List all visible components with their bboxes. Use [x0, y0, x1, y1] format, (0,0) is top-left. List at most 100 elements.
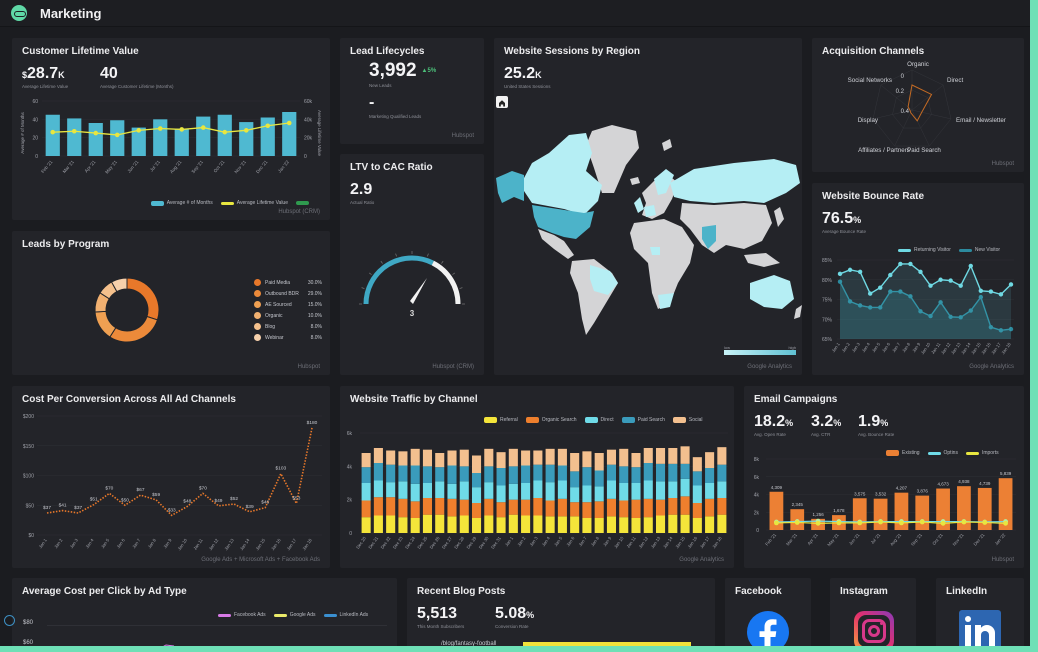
cost-per-conversion-chart[interactable]: $0 $50 $100 $150 $200 $37 Jan 1 $41 Jan 2 $37 Jan …	[12, 408, 330, 556]
svg-text:80%: 80%	[822, 278, 833, 284]
svg-text:$49: $49	[214, 498, 222, 504]
kpi-label: Average Bounce Rate	[822, 229, 866, 234]
svg-text:Jan 10: Jan 10	[613, 535, 625, 549]
svg-text:85%: 85%	[822, 258, 833, 264]
legend-item[interactable]: Direct	[584, 417, 614, 423]
svg-text:$150: $150	[23, 444, 34, 450]
email-chart[interactable]: 0 2k 4k 6k 8k 4,309 Feb '21 2,345 Mar '21 1,256 Ap…	[744, 456, 1024, 556]
ltv-cac-gauge	[359, 251, 465, 305]
acquisition-radar-chart[interactable]: Organic Direct Email / Newsletter Paid Sear…	[812, 56, 1024, 162]
blog-subscribers-kpi: 5,513 This Month Subscribers	[417, 605, 464, 629]
svg-text:Jan 6: Jan 6	[565, 535, 575, 547]
svg-text:$51: $51	[90, 497, 98, 503]
svg-text:Jan 6: Jan 6	[881, 341, 891, 353]
legend-item[interactable]: Google Ads	[273, 612, 316, 618]
svg-text:$59: $59	[152, 492, 160, 498]
avg-cpc-legend: Facebook Ads Google Ads LinkedIn Ads	[218, 612, 368, 618]
svg-text:Dec 31: Dec 31	[490, 535, 502, 550]
svg-text:Jan 1: Jan 1	[38, 537, 48, 549]
clv-chart[interactable]: 0 0 20 20k 40 40k 60 60k Average # of Months Aver…	[12, 93, 330, 193]
legend-item[interactable]: Referral	[484, 417, 518, 423]
svg-text:0: 0	[756, 528, 759, 534]
svg-text:$0: $0	[28, 533, 34, 539]
legend-item[interactable]: Outbound BDR 29.0%	[254, 288, 322, 299]
world-map[interactable]	[494, 123, 802, 343]
svg-text:Apr '21: Apr '21	[84, 159, 97, 173]
marketing-logo-icon[interactable]	[11, 5, 27, 21]
svg-text:5,839: 5,839	[1000, 471, 1012, 476]
legend-item[interactable]	[296, 201, 312, 205]
svg-text:Jan 10: Jan 10	[177, 537, 189, 551]
svg-text:Jul '21: Jul '21	[870, 532, 882, 545]
legend-item[interactable]: Blog 8.0%	[254, 321, 322, 332]
kpi-value: 28.7	[27, 65, 59, 82]
svg-text:60: 60	[32, 99, 38, 105]
leads-legend: Paid Media 30.0% Outbound BDR 29.0% AE Sourc…	[254, 277, 322, 343]
svg-text:0: 0	[35, 154, 38, 160]
instagram-icon[interactable]	[854, 611, 894, 651]
svg-text:Dec '21: Dec '21	[255, 159, 269, 174]
svg-text:4,309: 4,309	[771, 485, 783, 490]
svg-text:Oct '21: Oct '21	[213, 159, 226, 173]
legend-item[interactable]: Social	[672, 417, 702, 423]
legend-item[interactable]: Optins	[927, 450, 958, 456]
email-legend: Existing Optins Imports	[886, 450, 999, 456]
instagram-card: Instagram	[830, 578, 916, 652]
info-icon[interactable]	[4, 615, 15, 626]
legend-item[interactable]: Average # of Months	[150, 200, 213, 206]
svg-text:40k: 40k	[304, 117, 313, 123]
leads-donut-chart[interactable]	[92, 275, 162, 345]
legend-item[interactable]: New Visitor	[958, 247, 1000, 253]
svg-text:2,345: 2,345	[792, 502, 804, 507]
legend-item[interactable]: Returning Visitor	[898, 247, 951, 253]
kpi-label: Actual Ratio	[350, 200, 375, 205]
card-title: Recent Blog Posts	[417, 586, 506, 597]
card-title: Leads by Program	[22, 239, 110, 250]
legend-item[interactable]: Webinar 8.0%	[254, 332, 322, 343]
svg-text:Jan 18: Jan 18	[711, 535, 723, 549]
svg-text:Jan 11: Jan 11	[930, 341, 942, 355]
currency-symbol: $	[22, 70, 28, 80]
svg-text:Jan 15: Jan 15	[255, 537, 267, 551]
svg-text:$53: $53	[292, 495, 300, 501]
legend-item[interactable]: Imports	[965, 450, 999, 456]
legend-item[interactable]: Organic 10.0%	[254, 310, 322, 321]
legend-item[interactable]: Average Lifetime Value	[220, 200, 288, 206]
linkedin-icon[interactable]	[959, 610, 1001, 652]
legend-item[interactable]: Facebook Ads	[218, 612, 266, 618]
svg-text:0.4: 0.4	[901, 109, 910, 115]
gauge-label: 3	[409, 309, 415, 318]
svg-text:Jan 16: Jan 16	[980, 341, 992, 355]
svg-text:3,575: 3,575	[854, 491, 866, 496]
kpi-suffix: K	[58, 70, 65, 80]
email-campaigns-card: Email Campaigns 18.2% Avg. Open Rate 3.2…	[744, 386, 1024, 568]
svg-text:Jan 2: Jan 2	[53, 537, 63, 549]
legend-item[interactable]: Paid Search	[621, 417, 665, 423]
legend-item[interactable]: LinkedIn Ads	[323, 612, 368, 618]
svg-text:$200: $200	[23, 414, 34, 420]
facebook-icon[interactable]	[747, 611, 789, 652]
window-frame-edge	[1030, 0, 1038, 652]
svg-text:4,739: 4,739	[979, 481, 991, 486]
svg-text:Jan 2: Jan 2	[841, 341, 851, 353]
bounce-chart[interactable]: 65% 70% 75% 80% 85% Jan 1 Jan 2 Jan 3 Jan 4 Jan 5…	[812, 255, 1024, 361]
svg-text:$50: $50	[121, 497, 129, 503]
svg-text:1,678: 1,678	[833, 508, 845, 513]
legend-item[interactable]: AE Sourced 15.0%	[254, 299, 322, 310]
kpi-suffix: K	[535, 70, 542, 80]
svg-text:Dec 27: Dec 27	[441, 535, 453, 550]
svg-text:Jan 5: Jan 5	[871, 341, 881, 353]
svg-text:Sep '21: Sep '21	[190, 159, 204, 174]
svg-text:Jan 18: Jan 18	[1000, 341, 1012, 355]
home-icon[interactable]	[496, 96, 508, 108]
gridline	[47, 625, 387, 626]
legend-item[interactable]: Existing	[886, 450, 920, 456]
card-title: Customer Lifetime Value	[22, 46, 139, 57]
map-color-scale: low high	[724, 345, 796, 355]
email-kpi-open-rate: 18.2% Avg. Open Rate	[754, 413, 794, 437]
legend-item[interactable]: Organic Search	[525, 417, 577, 423]
legend-item[interactable]: Paid Media 30.0%	[254, 277, 322, 288]
blog-post-link[interactable]: /blog/fantasy-football	[441, 641, 497, 647]
svg-text:Jan 7: Jan 7	[891, 341, 901, 353]
